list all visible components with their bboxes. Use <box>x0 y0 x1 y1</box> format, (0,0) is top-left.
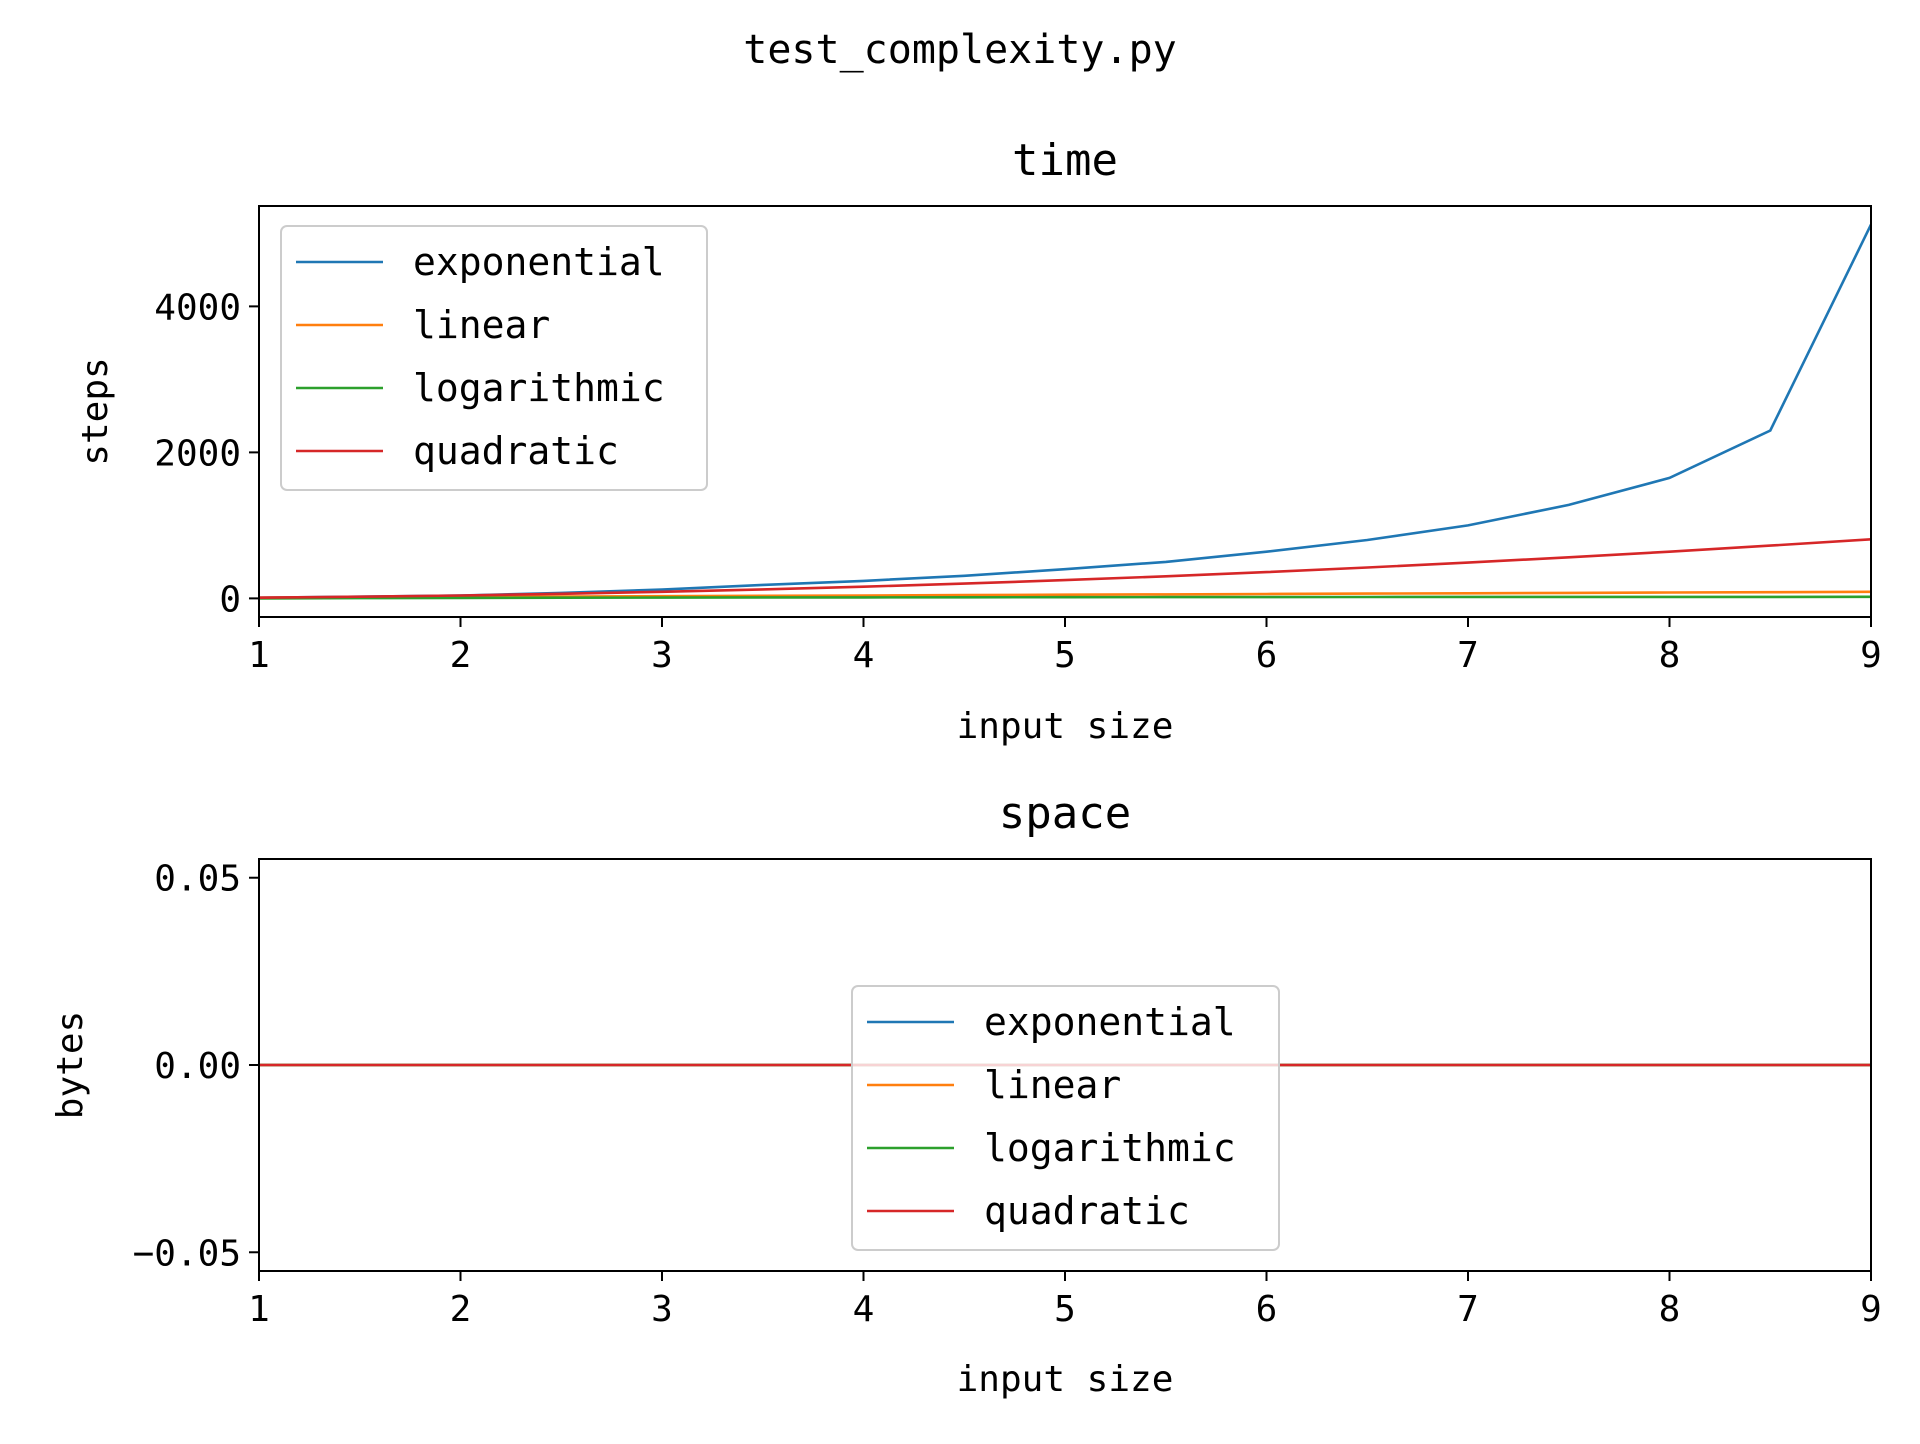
legend-box <box>851 985 1280 1251</box>
legend-label-linear: linear <box>984 1063 1121 1107</box>
y-tick-label: 4000 <box>154 287 241 328</box>
x-tick-label: 3 <box>651 1289 673 1330</box>
x-tick-label: 4 <box>853 1289 875 1330</box>
y-tick-label: 0.05 <box>154 859 241 900</box>
x-axis-label: input size <box>957 706 1174 747</box>
y-tick-label: 0.00 <box>154 1046 241 1087</box>
x-tick-label: 2 <box>450 1289 472 1330</box>
x-tick-label: 2 <box>450 635 472 676</box>
series-line-logarithmic <box>259 595 1871 600</box>
legend-box <box>280 225 708 491</box>
chart-title: space <box>999 788 1131 839</box>
time-chart: time 1 2 3 4 5 6 7 8 9 0 2000 4000 input size steps exp… <box>75 135 1882 747</box>
chart-title: time <box>1012 135 1118 186</box>
x-tick-label: 3 <box>651 635 673 676</box>
y-tick-label: 0 <box>219 579 241 620</box>
space-chart: space 1 2 3 4 5 6 7 8 9 −0.05 0.00 0.05 input size byt… <box>50 788 1882 1400</box>
y-axis-label: bytes <box>50 1011 91 1119</box>
series-line-quadratic <box>259 538 1871 599</box>
x-tick-label: 5 <box>1054 1289 1076 1330</box>
x-tick-label: 6 <box>1256 635 1278 676</box>
x-tick-label: 6 <box>1256 1289 1278 1330</box>
x-tick-label: 7 <box>1457 1289 1479 1330</box>
x-tick-label: 9 <box>1860 1289 1882 1330</box>
y-axis-label: steps <box>75 357 116 465</box>
legend: exponential linear logarithmic quadratic <box>851 985 1280 1251</box>
x-tick-label: 1 <box>248 1289 270 1330</box>
legend-label-quadratic: quadratic <box>413 429 619 473</box>
x-tick-label: 7 <box>1457 635 1479 676</box>
x-tick-label: 4 <box>853 635 875 676</box>
legend-label-quadratic: quadratic <box>984 1189 1190 1233</box>
legend-label-linear: linear <box>413 303 550 347</box>
legend-label-logarithmic: logarithmic <box>984 1126 1236 1170</box>
y-tick-label: 2000 <box>154 433 241 474</box>
x-tick-label: 9 <box>1860 635 1882 676</box>
x-tick-label: 8 <box>1659 635 1681 676</box>
series-lines <box>259 224 1871 600</box>
figure-title: test_complexity.py <box>743 27 1176 73</box>
x-tick-label: 5 <box>1054 635 1076 676</box>
y-tick-label: −0.05 <box>133 1233 241 1274</box>
x-axis-label: input size <box>957 1359 1174 1400</box>
x-tick-label: 8 <box>1659 1289 1681 1330</box>
legend: exponential linear logarithmic quadratic <box>280 225 708 491</box>
legend-label-exponential: exponential <box>984 1000 1236 1044</box>
x-tick-label: 1 <box>248 635 270 676</box>
legend-label-logarithmic: logarithmic <box>413 366 665 410</box>
legend-label-exponential: exponential <box>413 240 665 284</box>
